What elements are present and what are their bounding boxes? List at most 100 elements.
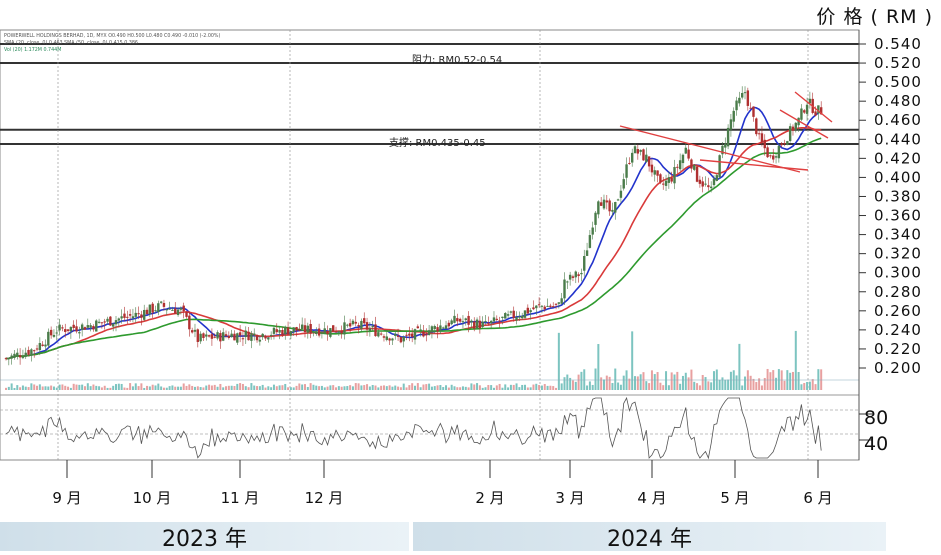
candle-body xyxy=(278,329,281,333)
volume-bar xyxy=(619,384,622,390)
candle-body xyxy=(597,201,600,215)
candle-body xyxy=(92,326,95,330)
volume-bar xyxy=(227,385,230,390)
trendline-lower xyxy=(699,159,809,171)
year-2024-label: 2024 年 xyxy=(413,522,886,552)
candle-body xyxy=(179,308,183,310)
volume-bar xyxy=(267,386,270,390)
volume-bar xyxy=(684,372,687,390)
volume-bar xyxy=(817,369,820,390)
volume-bar xyxy=(289,387,292,390)
candle-body xyxy=(18,355,22,358)
candle-body xyxy=(619,190,623,198)
candle-body xyxy=(670,177,673,182)
month-tick-label: 10 月 xyxy=(133,489,172,507)
candle-body xyxy=(800,108,803,120)
candle-body xyxy=(447,322,451,327)
candle-body xyxy=(334,331,338,333)
volume-bar xyxy=(490,385,493,390)
volume-bar xyxy=(512,384,515,390)
volume-bar xyxy=(791,371,794,390)
volume-bar xyxy=(563,377,566,390)
volume-bar xyxy=(329,385,332,390)
candle-body xyxy=(157,303,160,313)
candle-body xyxy=(625,164,628,178)
volume-bar xyxy=(470,383,473,390)
volume-bar xyxy=(38,384,41,390)
candle-body xyxy=(425,334,428,336)
month-tick-label: 9 月 xyxy=(52,489,81,507)
candle-body xyxy=(162,302,166,307)
volume-bar xyxy=(72,383,75,390)
volume-bar xyxy=(185,385,188,390)
volume-bar xyxy=(397,386,400,390)
candle-body xyxy=(741,92,744,98)
candle-body xyxy=(205,334,208,337)
candle-body xyxy=(224,334,228,336)
volume-bar xyxy=(667,385,670,390)
candle-body xyxy=(458,318,462,322)
candle-body xyxy=(690,159,693,169)
volume-bar xyxy=(467,387,470,390)
volume-bar xyxy=(106,387,109,390)
rsi-tick-label: 40 xyxy=(864,433,888,455)
volume-bar xyxy=(58,384,61,390)
price-tick-label: 0.480 xyxy=(874,92,922,110)
candle-body xyxy=(684,147,687,154)
candle-body xyxy=(382,336,386,338)
volume-bar xyxy=(208,384,211,390)
volume-bar xyxy=(811,379,814,390)
candle-body xyxy=(709,186,713,189)
volume-bar xyxy=(332,385,335,390)
volume-bar xyxy=(143,387,146,390)
candle-body xyxy=(343,322,346,335)
volume-bar xyxy=(351,386,354,390)
candle-body xyxy=(286,327,290,335)
candle-body xyxy=(430,326,434,333)
candle-body xyxy=(583,255,586,271)
candle-body xyxy=(726,127,730,147)
candle-body xyxy=(86,325,89,328)
candle-body xyxy=(532,307,535,310)
volume-bar xyxy=(385,386,388,390)
candle-body xyxy=(687,149,690,159)
volume-bar xyxy=(419,387,422,390)
header-line-3: Vol (20) 1.172M 0.744M xyxy=(4,47,61,53)
volume-bar xyxy=(210,385,213,390)
volume-bar xyxy=(653,374,656,390)
trendline-upper xyxy=(619,125,801,173)
volume-bar xyxy=(687,377,690,390)
volume-bar xyxy=(7,386,10,390)
month-axis: 9 月 10 月 11 月 12 月 2 月 3 月 4 月 5 月 6 月 xyxy=(52,460,833,507)
candle-body xyxy=(557,302,561,304)
volume-bar xyxy=(177,386,180,390)
price-tick-label: 0.460 xyxy=(874,111,922,129)
volume-bar xyxy=(617,382,620,390)
volume-bar xyxy=(405,387,408,390)
candle-body xyxy=(554,303,558,305)
candle-body xyxy=(715,175,719,181)
volume-bar xyxy=(450,384,453,390)
volume-bar xyxy=(681,375,684,390)
volume-bar xyxy=(775,377,778,390)
candle-body xyxy=(769,155,772,157)
rsi-line xyxy=(5,396,822,460)
volume-bar xyxy=(199,387,202,390)
volume-bar xyxy=(631,331,634,390)
volume-bar xyxy=(447,387,450,390)
price-tick-label: 0.220 xyxy=(874,340,922,358)
candle-body xyxy=(103,321,106,323)
volume-bar xyxy=(120,383,123,390)
volume-bar xyxy=(602,379,605,390)
volume-bar xyxy=(179,386,182,390)
volume-bar xyxy=(261,384,264,390)
candle-body xyxy=(332,325,335,332)
volume-bar xyxy=(656,372,659,390)
volume-bar xyxy=(239,383,242,390)
candle-body xyxy=(137,313,140,315)
volume-bar xyxy=(360,385,363,390)
candle-body xyxy=(498,320,501,322)
candle-body xyxy=(749,107,752,109)
volume-bar xyxy=(566,374,569,390)
candle-body xyxy=(298,329,301,331)
